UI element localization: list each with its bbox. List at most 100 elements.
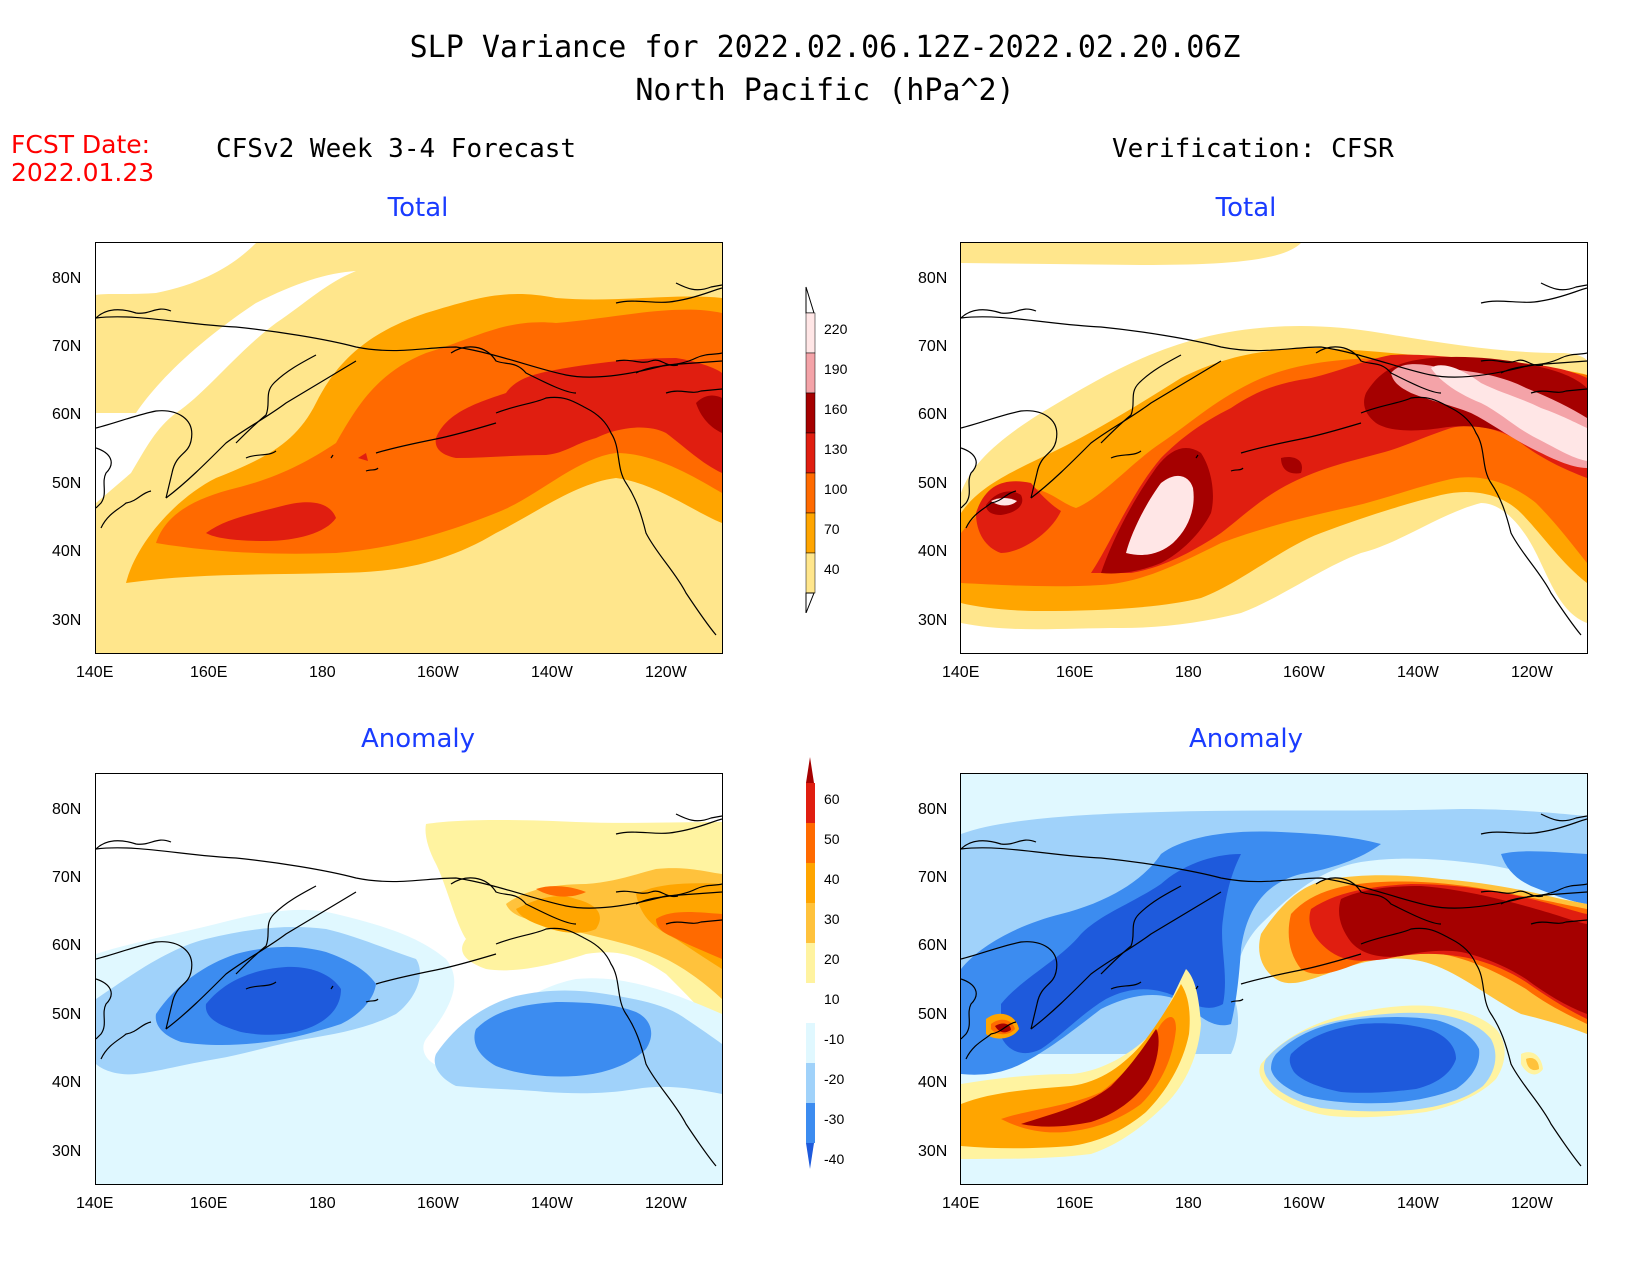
lon-tick-label: 160W (1283, 1195, 1325, 1212)
colorbar-swatch (806, 943, 815, 983)
lon-tick-label: 140E (76, 1195, 114, 1212)
forecast-total-label: Total (387, 193, 449, 223)
lat-tick-label: 50N (52, 1006, 82, 1023)
colorbar-swatch (806, 783, 815, 823)
lat-tick-label: 60N (918, 937, 948, 954)
colorbar-label: 220 (824, 321, 848, 337)
chart-title: SLP Variance for 2022.02.06.12Z-2022.02.… (409, 30, 1241, 65)
lat-tick-label: 70N (52, 869, 82, 886)
lon-tick-label: 160W (417, 664, 459, 681)
lat-tick-label: 40N (918, 543, 948, 560)
forecast-anomaly-label: Anomaly (360, 724, 476, 754)
lat-tick-label: 50N (52, 475, 82, 492)
lat-tick-label: 40N (52, 543, 82, 560)
lon-tick-label: 180 (1175, 664, 1202, 681)
lon-tick-label: 160E (1056, 1195, 1094, 1212)
lat-tick-label: 80N (52, 801, 82, 818)
total-colorbar: 220 190 160 130 100 70 40 (800, 283, 860, 613)
fcst-date-label: FCST Date: (11, 130, 151, 159)
lon-tick-label: 160E (190, 1195, 228, 1212)
colorbar-swatch (806, 903, 815, 943)
colorbar-label: 20 (824, 951, 840, 967)
lon-tick-label: 120W (1511, 664, 1553, 681)
lat-tick-label: 70N (52, 338, 82, 355)
colorbar-top-arrow (806, 757, 814, 783)
colorbar-label: 40 (824, 561, 840, 577)
colorbar-swatch (806, 983, 815, 1023)
lat-tick-label: 80N (918, 801, 948, 818)
colorbar-label: 10 (824, 991, 840, 1007)
verification-total-label: Total (1215, 193, 1277, 223)
lon-tick-label: 180 (309, 1195, 336, 1212)
colorbar-label: 50 (824, 831, 840, 847)
colorbar-label: -20 (824, 1071, 845, 1087)
colorbar-label: 100 (824, 481, 848, 497)
colorbar-label: 160 (824, 401, 848, 417)
lon-tick-label: 140E (942, 664, 980, 681)
colorbar-label: 130 (824, 441, 848, 457)
lon-tick-label: 140E (942, 1195, 980, 1212)
lon-tick-label: 120W (645, 664, 687, 681)
colorbar-swatch (805, 472, 816, 514)
lat-tick-label: 70N (918, 338, 948, 355)
verification-anomaly-map (960, 773, 1588, 1185)
lon-tick-label: 160E (1056, 664, 1094, 681)
lon-tick-label: 140E (76, 664, 114, 681)
lon-tick-label: 140W (531, 664, 573, 681)
lon-tick-label: 120W (1511, 1195, 1553, 1212)
colorbar-bottom-arrow (806, 1143, 814, 1169)
colorbar-swatch (806, 1103, 815, 1143)
colorbar-swatch (806, 1063, 815, 1103)
colorbar-label: 60 (824, 791, 840, 807)
forecast-anomaly-map (95, 773, 723, 1185)
colorbar-label: -10 (824, 1031, 845, 1047)
verification-total-map (960, 242, 1588, 654)
lon-tick-label: 140W (1397, 664, 1439, 681)
lat-tick-label: 30N (52, 612, 82, 629)
lat-tick-label: 60N (52, 406, 82, 423)
lat-tick-label: 50N (918, 475, 948, 492)
colorbar-swatch (805, 432, 816, 474)
colorbar-swatch (805, 312, 816, 354)
colorbar-swatch (805, 552, 816, 594)
colorbar-swatch (805, 352, 816, 394)
anomaly-colorbar: 60 50 40 30 20 10 -10 -20 -30 -40 (800, 753, 860, 1193)
colorbar-label: -40 (824, 1151, 845, 1167)
colorbar-swatch (805, 392, 816, 434)
forecast-total-map (95, 242, 723, 654)
colorbar-label: -30 (824, 1111, 845, 1127)
lon-tick-label: 160E (190, 664, 228, 681)
lon-tick-label: 140W (1397, 1195, 1439, 1212)
lat-tick-label: 30N (918, 612, 948, 629)
colorbar-label: 40 (824, 871, 840, 887)
forecast-column-title: CFSv2 Week 3-4 Forecast (216, 134, 577, 164)
fcst-date-value: 2022.01.23 (11, 158, 155, 187)
colorbar-bottom-arrow (805, 592, 815, 613)
colorbar-swatch (806, 823, 815, 863)
colorbar-swatch (806, 863, 815, 903)
lat-tick-label: 80N (52, 270, 82, 287)
lon-tick-label: 140W (531, 1195, 573, 1212)
lat-tick-label: 40N (918, 1074, 948, 1091)
chart-subtitle: North Pacific (hPa^2) (635, 73, 1015, 108)
colorbar-swatch (806, 1023, 815, 1063)
colorbar-label: 70 (824, 521, 840, 537)
colorbar-top-arrow (805, 286, 815, 314)
lon-tick-label: 180 (1175, 1195, 1202, 1212)
lat-tick-label: 30N (52, 1143, 82, 1160)
verification-column-title: Verification: CFSR (1112, 134, 1394, 164)
lon-tick-label: 160W (417, 1195, 459, 1212)
lat-tick-label: 40N (52, 1074, 82, 1091)
lat-tick-label: 50N (918, 1006, 948, 1023)
lat-tick-label: 60N (918, 406, 948, 423)
colorbar-label: 190 (824, 361, 848, 377)
lat-tick-label: 60N (52, 937, 82, 954)
lon-tick-label: 120W (645, 1195, 687, 1212)
colorbar-label: 30 (824, 911, 840, 927)
lat-tick-label: 70N (918, 869, 948, 886)
lon-tick-label: 180 (309, 664, 336, 681)
verification-anomaly-label: Anomaly (1188, 724, 1304, 754)
lat-tick-label: 80N (918, 270, 948, 287)
lat-tick-label: 30N (918, 1143, 948, 1160)
lon-tick-label: 160W (1283, 664, 1325, 681)
